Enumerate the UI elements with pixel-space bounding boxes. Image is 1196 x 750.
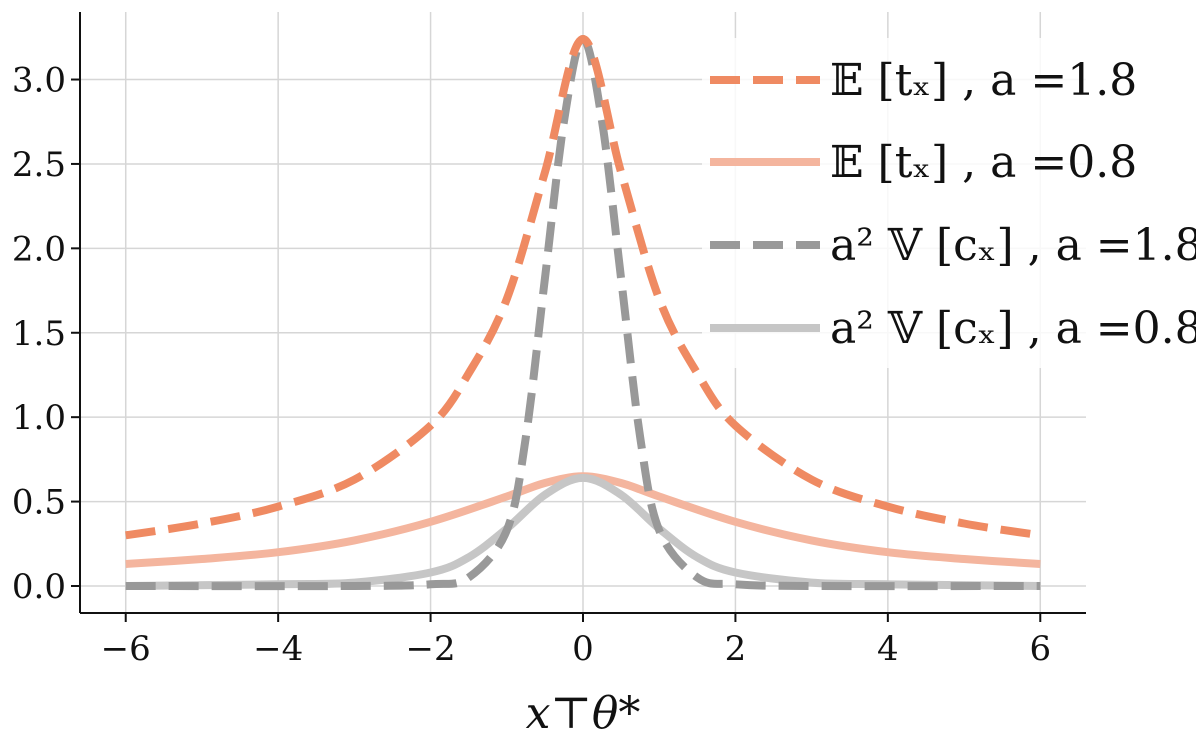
x-tick-label: −6 xyxy=(101,629,151,669)
y-tick-label: 0.0 xyxy=(12,567,66,607)
y-tick-label: 3.0 xyxy=(12,61,66,101)
legend-label-1: 𝔼 [tₓ] , a =1.8 xyxy=(830,55,1137,106)
x-tick-label: −4 xyxy=(253,629,303,669)
x-axis-label: x⊤θ* xyxy=(526,688,641,739)
series-lines xyxy=(125,35,1041,591)
series-line-1 xyxy=(125,35,1041,540)
y-tick-label: 2.0 xyxy=(12,229,66,269)
y-tick-label: 0.5 xyxy=(12,483,66,523)
y-tick-label: 1.0 xyxy=(12,398,66,438)
legend: 𝔼 [tₓ] , a =1.8 𝔼 [tₓ] , a =0.8 a² 𝕍 [cₓ] … xyxy=(702,38,1196,368)
x-tick-label: −2 xyxy=(406,629,456,669)
legend-label-4: a² 𝕍 [cₓ] , a =0.8 xyxy=(830,303,1196,354)
legend-background xyxy=(702,38,1188,368)
legend-label-3: a² 𝕍 [cₓ] , a =1.8 xyxy=(830,220,1196,271)
x-tick-label: 2 xyxy=(725,629,747,669)
x-tick-label: 4 xyxy=(877,629,899,669)
y-tick-label: 1.5 xyxy=(12,314,66,354)
x-tick-label: 6 xyxy=(1029,629,1051,669)
y-tick-label: 2.5 xyxy=(12,145,66,185)
x-tick-label: 0 xyxy=(572,629,594,669)
legend-label-2: 𝔼 [tₓ] , a =0.8 xyxy=(830,137,1137,188)
ticks: −6 −4 −2 0 2 4 6 0.0 0.5 1.0 1.5 2.0 2.5 3.0 xyxy=(12,61,1051,669)
